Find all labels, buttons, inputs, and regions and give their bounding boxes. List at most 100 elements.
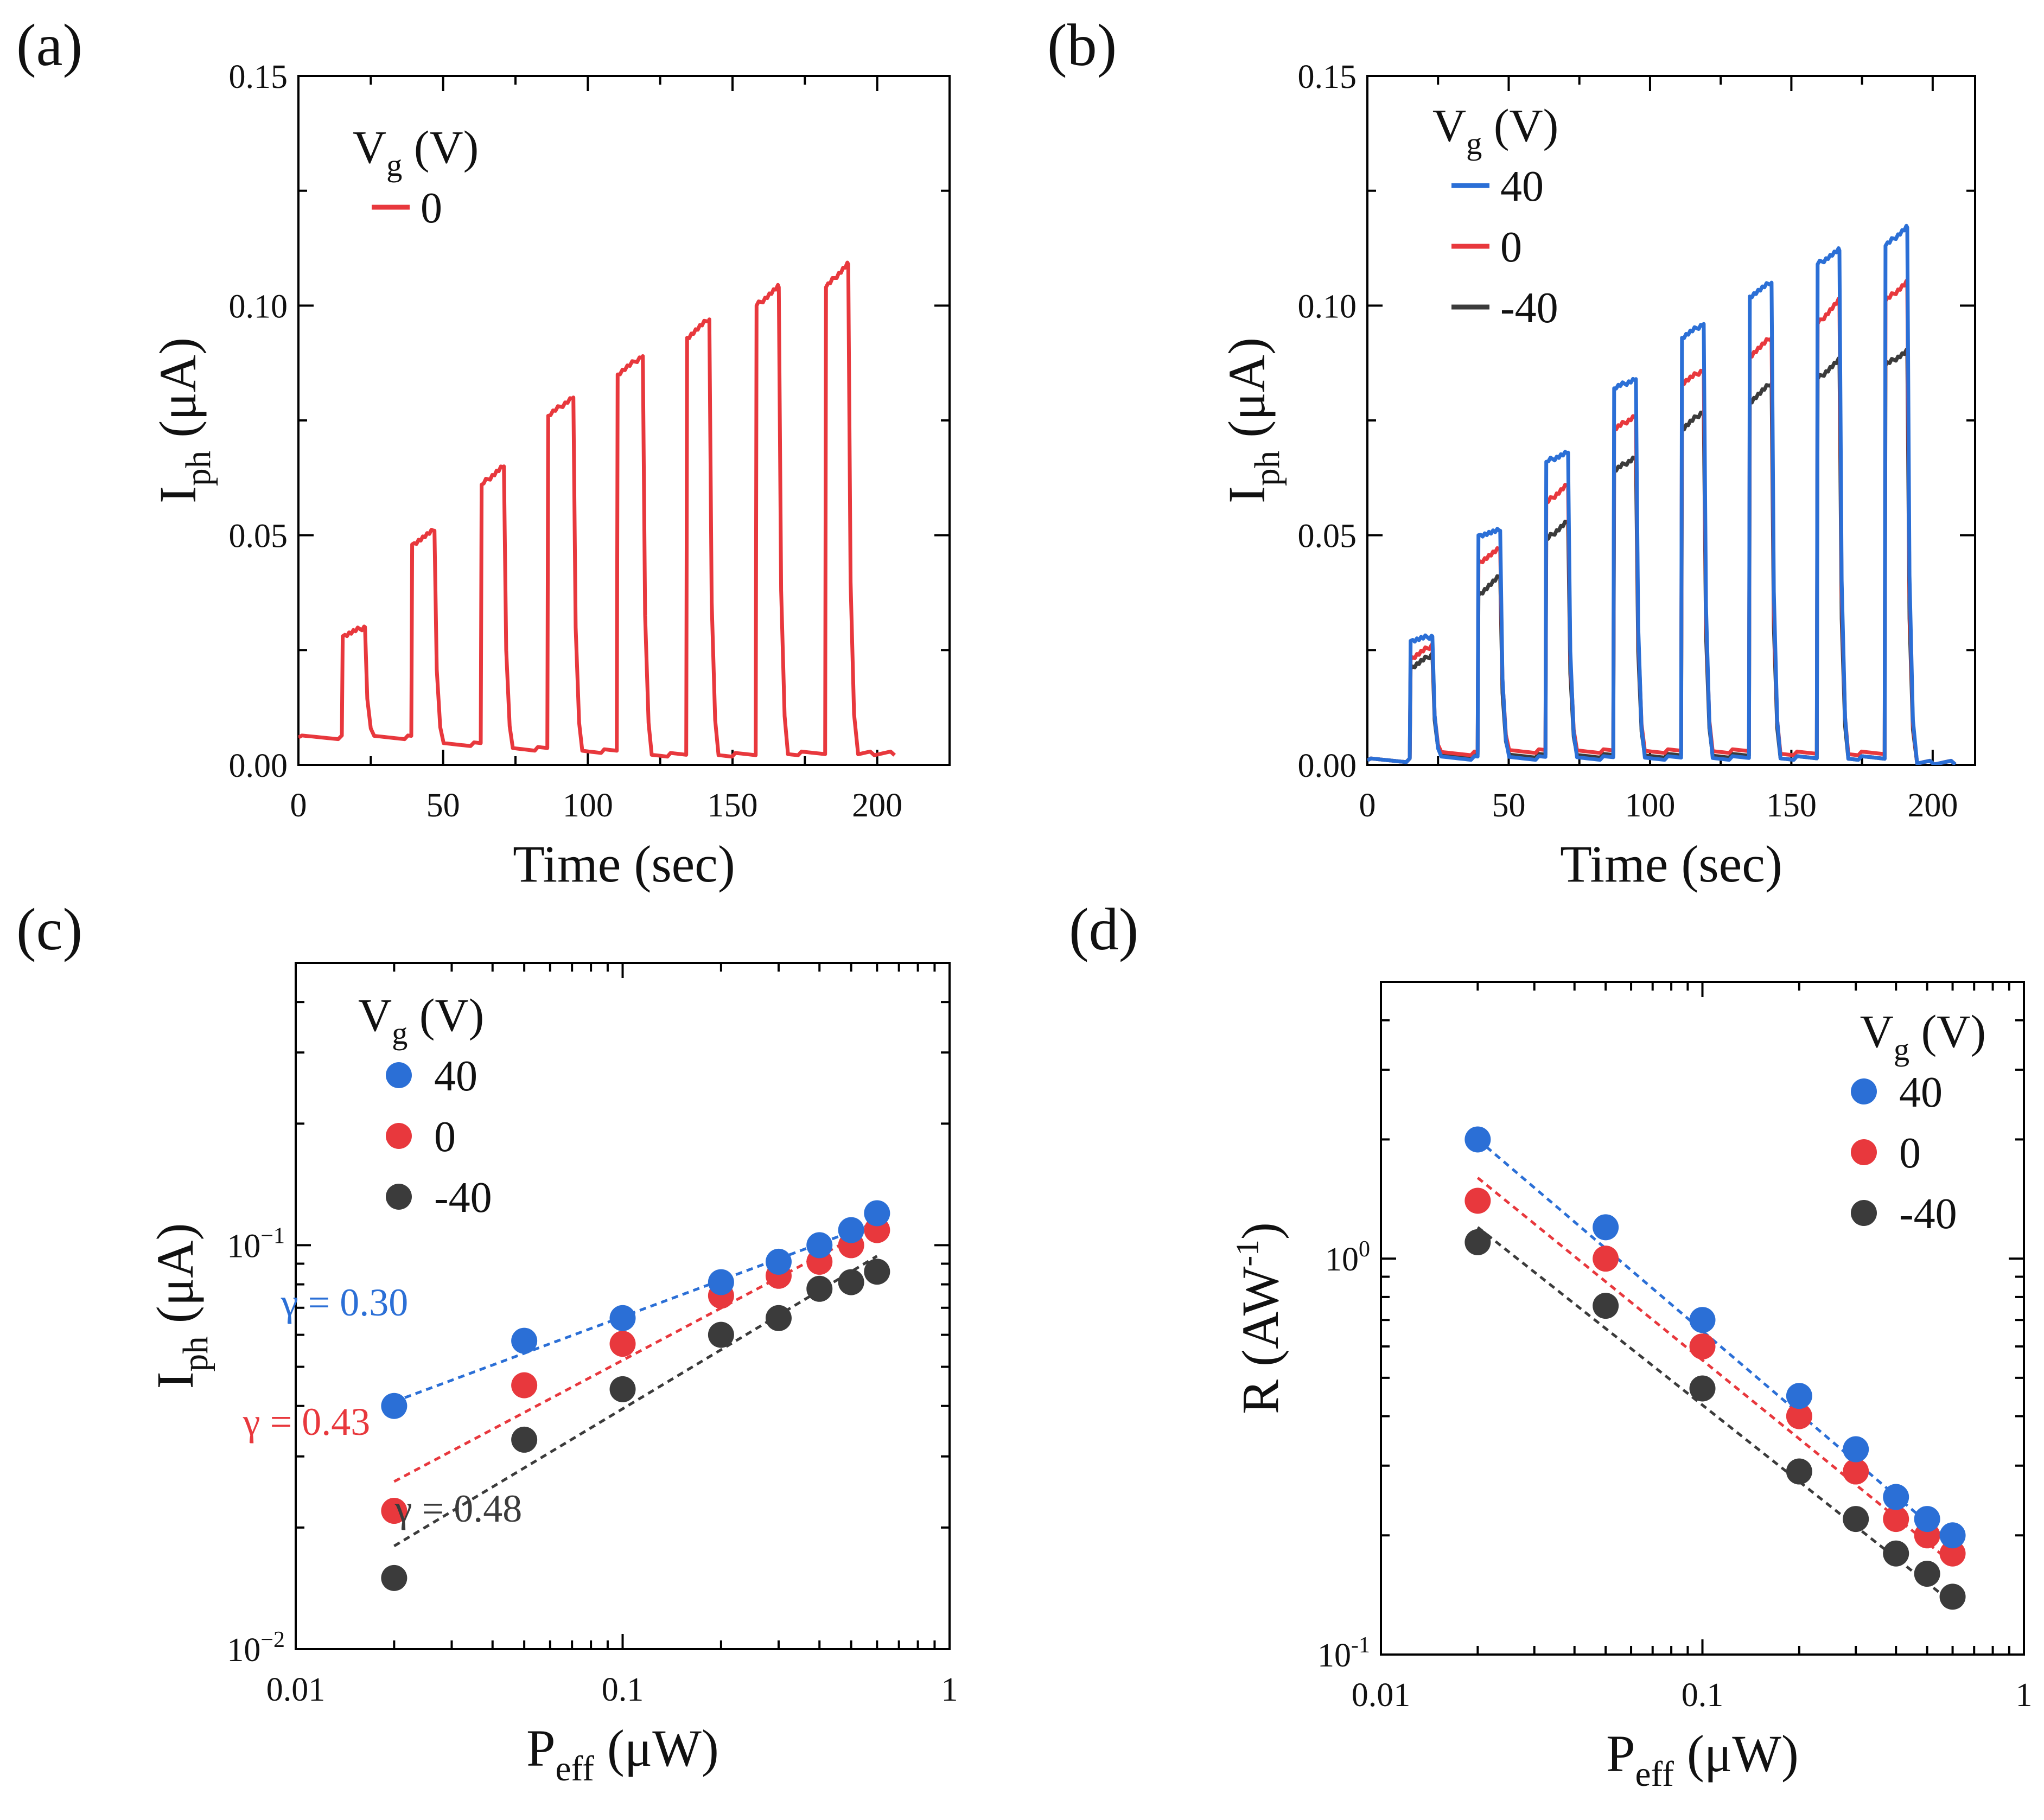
fit-line--40 [1476, 1226, 1954, 1604]
data-point-40 [1914, 1506, 1940, 1532]
data-point-40 [765, 1248, 792, 1275]
y-tick-label: 0.05 [229, 518, 288, 555]
legend-swatch--40 [386, 1184, 412, 1210]
legend-swatch-40 [1851, 1078, 1877, 1104]
data-point-40 [381, 1393, 407, 1419]
legend-title: Vg (V) [1432, 99, 1558, 161]
legend-title: Vg (V) [1860, 1005, 1986, 1067]
data-point--40 [1786, 1458, 1812, 1485]
data-point-40 [864, 1200, 890, 1227]
fit-line-40 [393, 1221, 878, 1403]
series-line-0 [298, 260, 896, 759]
data-point-0 [1786, 1403, 1812, 1429]
x-tick-label: 100 [1625, 787, 1675, 824]
data-point--40 [511, 1426, 538, 1453]
legend-label-40: 40 [1899, 1069, 1943, 1116]
data-point--40 [864, 1259, 890, 1285]
gamma-label-0: γ = 0.43 [243, 1400, 370, 1444]
y-tick-label: 10−2 [227, 1627, 285, 1669]
x-tick-label: 0.01 [1352, 1677, 1411, 1714]
data-point-0 [1843, 1458, 1869, 1485]
plot-area [381, 1200, 890, 1591]
x-tick-label: 0.1 [602, 1671, 644, 1708]
y-axis-title: Iph (μA) [149, 337, 218, 503]
x-tick-label: 0.1 [1682, 1677, 1724, 1714]
data-point-0 [609, 1331, 636, 1357]
y-axis-title: R (AW-1) [1230, 1222, 1289, 1414]
x-tick-label: 50 [426, 787, 460, 824]
data-point--40 [1843, 1506, 1869, 1532]
panel-label: (c) [16, 896, 82, 962]
data-point--40 [708, 1321, 734, 1348]
legend-label-40: 40 [1500, 163, 1544, 210]
data-point-40 [806, 1232, 833, 1259]
legend: Vg (V)40 0 -40 [1432, 99, 1558, 332]
x-axis-title: Time (sec) [1560, 835, 1782, 893]
y-tick-label: 10-1 [1317, 1633, 1370, 1674]
y-tick-label: 10−1 [227, 1223, 285, 1265]
panel-c: (c) 0.01 0.1 1 10−2 10−1 Peff (μW) Iph (μA) γ = … [16, 896, 958, 1789]
legend: Vg (V)40 0 -40 [358, 989, 492, 1222]
y-axis-title: Iph (μA) [1218, 337, 1287, 503]
x-tick-label: 150 [708, 787, 758, 824]
y-tick-label: 0.10 [1298, 288, 1357, 325]
panel-a: (a) 0 50 100 150 200 0.00 0.05 0.10 0.15 Time (sec… [16, 12, 951, 893]
legend-label-0: 0 [1899, 1129, 1921, 1177]
data-point--40 [765, 1305, 792, 1331]
legend-swatch-40 [386, 1062, 412, 1088]
legend-swatch-0 [1851, 1139, 1877, 1165]
plot-area [298, 260, 896, 759]
legend: Vg (V)40 0 -40 [1851, 1005, 1986, 1238]
y-axis-title: Iph (μA) [146, 1223, 215, 1389]
data-point-40 [1464, 1126, 1491, 1153]
gamma-label-40: γ = 0.30 [281, 1281, 408, 1324]
data-point--40 [1689, 1375, 1716, 1402]
x-tick-label: 1 [941, 1671, 958, 1708]
panel-label: (a) [16, 12, 82, 78]
x-tick-label: 0 [1359, 787, 1376, 824]
data-point--40 [806, 1275, 833, 1302]
data-point--40 [1914, 1561, 1940, 1587]
y-tick-label: 0.10 [229, 288, 288, 325]
data-point-40 [708, 1269, 734, 1295]
y-tick-label: 0.00 [229, 748, 288, 784]
legend-swatch--40 [1851, 1200, 1877, 1226]
panel-label: (d) [1069, 896, 1138, 962]
data-point-40 [609, 1305, 636, 1331]
legend-label--40: -40 [434, 1174, 492, 1222]
x-tick-label: 200 [852, 787, 902, 824]
x-tick-label: 0 [290, 787, 307, 824]
data-point-0 [1464, 1187, 1491, 1214]
data-point-0 [1593, 1246, 1619, 1272]
y-tick-label: 100 [1325, 1237, 1370, 1278]
x-tick-label: 100 [563, 787, 613, 824]
data-point--40 [1593, 1293, 1619, 1319]
data-point-40 [1939, 1522, 1966, 1549]
y-tick-label: 0.15 [1298, 59, 1357, 95]
legend-label-0: 0 [434, 1113, 456, 1161]
data-point-0 [381, 1498, 407, 1524]
legend-label-0: 0 [421, 184, 442, 232]
plot-area [1464, 1126, 1966, 1610]
x-axis-title: Peff (μW) [526, 1719, 719, 1789]
gamma-label--40: γ = 0.48 [394, 1487, 522, 1530]
x-tick-label: 150 [1766, 787, 1817, 824]
x-axis-title: Peff (μW) [1606, 1725, 1799, 1794]
x-tick-label: 1 [2016, 1677, 2033, 1714]
x-tick-label: 50 [1492, 787, 1525, 824]
data-point-0 [1689, 1333, 1716, 1360]
data-point-40 [838, 1217, 864, 1243]
data-point--40 [609, 1376, 636, 1402]
legend-label--40: -40 [1500, 284, 1558, 332]
legend-title: Vg (V) [358, 989, 484, 1051]
y-tick-label: 0.15 [229, 59, 288, 95]
x-axis-title: Time (sec) [513, 835, 735, 893]
legend-title: Vg (V) [353, 121, 479, 183]
data-point-40 [1786, 1383, 1812, 1409]
data-point--40 [1883, 1540, 1909, 1567]
series-line-40 [1367, 223, 1957, 765]
panel-label: (b) [1047, 12, 1117, 78]
data-point-40 [1843, 1436, 1869, 1463]
